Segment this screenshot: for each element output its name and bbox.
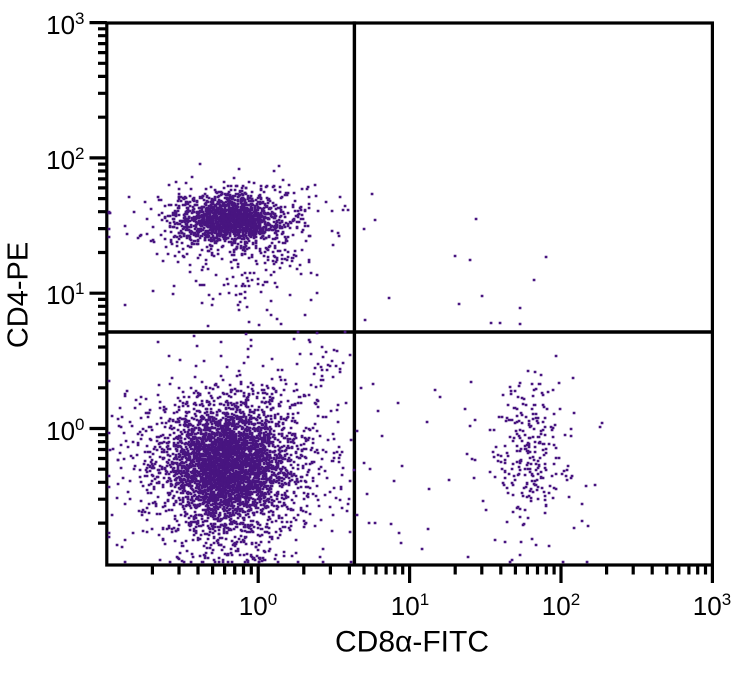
svg-text:100: 100 [239, 590, 277, 621]
svg-text:100: 100 [46, 415, 84, 446]
svg-text:CD8α-FITC: CD8α-FITC [335, 626, 489, 659]
svg-text:CD4-PE: CD4-PE [3, 242, 35, 348]
svg-text:101: 101 [46, 279, 84, 310]
svg-text:103: 103 [693, 590, 731, 621]
svg-text:103: 103 [46, 9, 84, 40]
svg-text:102: 102 [542, 590, 580, 621]
svg-text:102: 102 [46, 144, 84, 175]
svg-text:101: 101 [391, 590, 429, 621]
